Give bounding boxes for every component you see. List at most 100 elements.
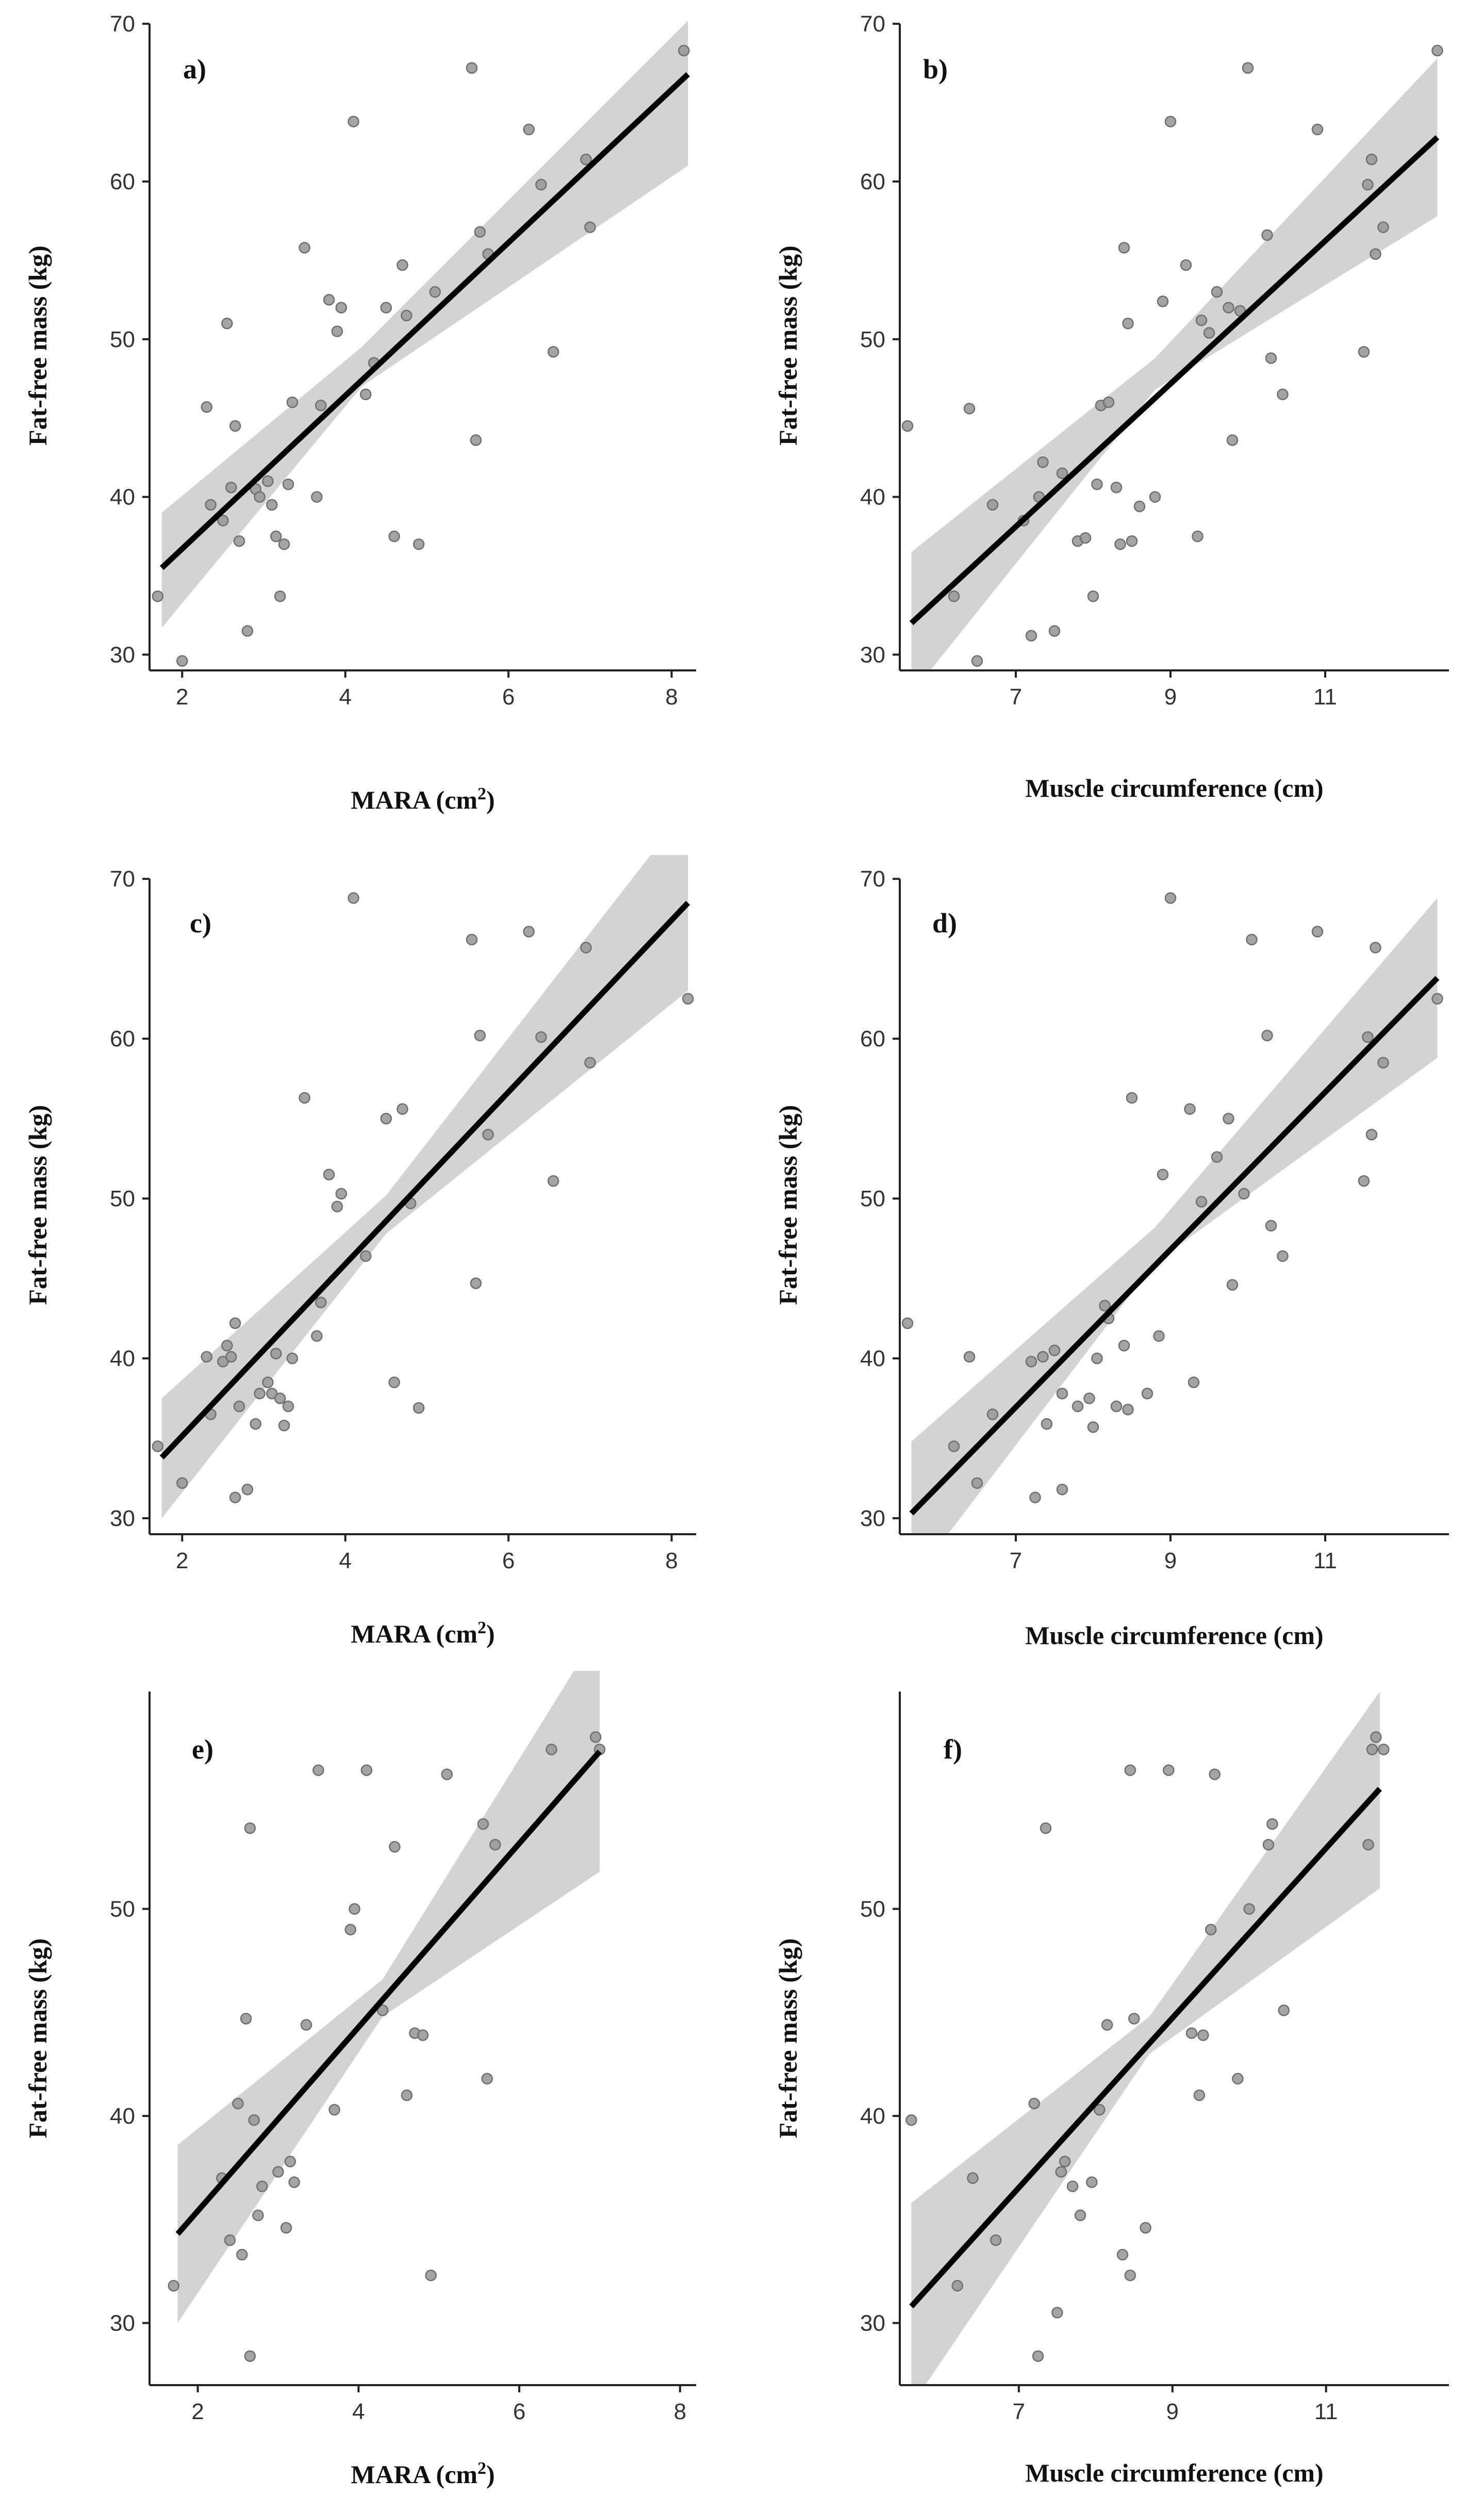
panel-f: 30 40 50 7 9 11 f) Muscle circumference (cm) Fat… [773,1692,1449,2487]
data-point [331,1201,343,1212]
data-point [256,2180,268,2192]
data-point [397,259,408,271]
x-tick-label: 6 [513,2399,525,2424]
data-point [248,2114,260,2126]
x-tick-label: 2 [191,2399,204,2424]
data-point [1223,302,1234,314]
data-point [1197,2029,1209,2041]
x-axis-title-superscript: 2 [477,784,486,803]
data-point [1370,1731,1382,1743]
data-point [1110,1400,1123,1413]
data-point [1101,2019,1113,2031]
x-tick-label: 9 [1164,684,1177,710]
y-tick-label: 30 [110,642,135,667]
data-point [315,1296,327,1308]
x-tick-label: 8 [665,1548,678,1573]
y-tick-label: 70 [860,866,885,892]
x-axis-title-text: MARA (cm [351,2460,477,2489]
data-point [233,535,245,547]
data-point [323,294,335,306]
data-point [951,2280,963,2292]
panel-label: b) [923,54,948,85]
data-point [470,434,482,446]
x-tick-label: 11 [1313,684,1337,710]
y-tick-label: 70 [110,11,135,37]
panel-label: a) [183,54,206,85]
x-tick-label: 6 [502,684,515,710]
data-point [1087,1421,1099,1433]
confidence-band [161,855,688,1518]
data-point [963,1351,976,1363]
panel-label: d) [932,908,957,939]
x-axis-title-superscript: 2 [477,1618,486,1637]
data-point [250,1418,261,1430]
data-point [986,1408,999,1420]
data-point [270,1348,282,1360]
data-point [678,44,690,57]
y-tick-label: 50 [110,327,135,352]
data-point [1028,2097,1040,2110]
data-point [1358,1175,1370,1187]
x-axis-title: MARA (cm2) [351,1618,494,1648]
regression-line [909,1787,1382,2309]
data-point [535,1031,547,1043]
data-point [971,1477,983,1489]
x-tick-label: 7 [1013,2399,1025,2424]
data-point [1056,1387,1068,1400]
data-point [1040,1822,1052,1834]
data-point [1116,2248,1129,2261]
data-point [244,1822,256,1834]
data-point [1261,1029,1273,1042]
data-point [523,926,535,938]
data-point [1226,434,1239,446]
data-point [1149,491,1161,503]
data-point [474,226,486,238]
data-point [1091,1352,1103,1365]
data-point [1246,933,1258,946]
data-point [1083,1392,1095,1404]
y-tick-label: 50 [110,1897,135,1922]
panel-label: f) [944,1734,962,1765]
data-point [477,1818,489,1830]
data-point [221,317,233,330]
data-point [547,1175,559,1187]
data-point [1094,2104,1106,2116]
data-point [1366,1744,1378,1755]
data-point [315,399,327,412]
data-point [254,491,266,503]
y-tick-label: 60 [110,169,135,194]
data-point [417,2029,429,2041]
data-point [1358,346,1370,358]
data-point [1262,1838,1275,1851]
data-point [1164,892,1177,904]
data-point [1074,2209,1086,2222]
data-point [1243,1903,1255,1915]
confidence-band [911,898,1438,1534]
data-point [1037,1351,1049,1363]
x-tick-label: 9 [1166,2399,1179,2424]
x-tick-label: 11 [1313,1548,1337,1573]
data-point [1164,116,1177,127]
data-point [1232,2073,1244,2085]
data-point [1265,1220,1277,1232]
data-point [1055,2166,1067,2178]
data-point [1377,221,1389,233]
data-point [278,1419,290,1432]
data-point [1099,1300,1111,1312]
y-tick-label: 60 [860,169,885,194]
data-point [1226,1279,1239,1291]
data-point [1126,1092,1138,1104]
data-point [1193,2089,1206,2101]
data-point [1211,286,1223,298]
data-point [376,2005,389,2016]
x-tick-label: 6 [502,1548,515,1573]
data-point [580,942,592,954]
data-point [547,346,559,358]
confidence-band [911,1692,1380,2385]
data-point [262,1376,274,1388]
data-point [286,1352,299,1365]
data-point [344,1924,356,1935]
panel-label: e) [192,1734,213,1765]
data-point [466,933,478,946]
data-point [254,1387,266,1400]
